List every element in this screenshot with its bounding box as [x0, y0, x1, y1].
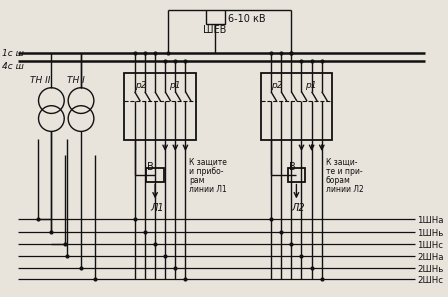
Text: 1ШНс: 1ШНс: [417, 241, 443, 250]
Bar: [288, 168, 305, 181]
Text: 1с ш: 1с ш: [2, 49, 24, 58]
Text: р2: р2: [135, 81, 146, 90]
Text: линии Л1: линии Л1: [190, 184, 227, 194]
Text: 4с ш: 4с ш: [2, 62, 24, 71]
Text: 2ШНь: 2ШНь: [417, 265, 444, 274]
Text: и прибо-: и прибо-: [190, 167, 224, 176]
Bar: [125, 73, 196, 140]
Text: 1ШНь: 1ШНь: [417, 229, 444, 238]
Text: борам: борам: [326, 176, 351, 185]
Text: р2: р2: [271, 81, 283, 90]
Text: линии Л2: линии Л2: [326, 184, 363, 194]
Bar: [206, 10, 225, 23]
Text: Л2: Л2: [292, 203, 305, 213]
Text: К защи-: К защи-: [326, 158, 357, 167]
Text: р1: р1: [305, 81, 316, 90]
Text: 6-10 кВ: 6-10 кВ: [228, 14, 266, 24]
Text: 1ШНа: 1ШНа: [417, 216, 444, 225]
Bar: [146, 168, 164, 181]
Text: Л1: Л1: [150, 203, 164, 213]
Bar: [261, 73, 332, 140]
Text: р1: р1: [168, 81, 180, 90]
Text: 2ШНс: 2ШНс: [417, 277, 443, 285]
Text: В: В: [289, 162, 295, 172]
Text: ТН I: ТН I: [67, 76, 85, 85]
Text: ШЕВ: ШЕВ: [202, 26, 226, 35]
Text: ТН II: ТН II: [30, 76, 50, 85]
Text: 2ШНа: 2ШНа: [417, 253, 444, 262]
Text: К защите: К защите: [190, 158, 227, 167]
Text: рам: рам: [190, 176, 205, 185]
Text: те и при-: те и при-: [326, 167, 362, 176]
Text: В: В: [147, 162, 154, 172]
